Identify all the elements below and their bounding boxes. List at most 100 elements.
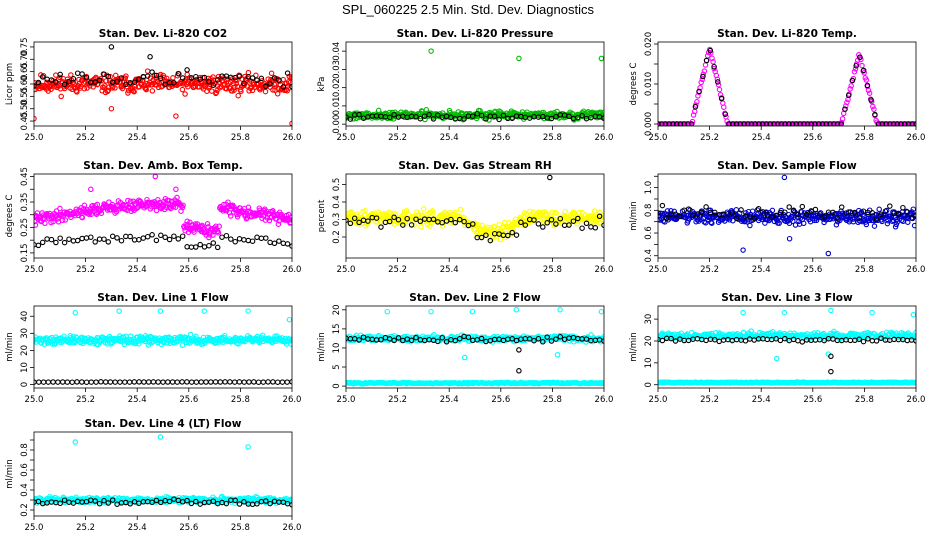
data-point xyxy=(893,221,900,228)
data-point xyxy=(263,235,269,241)
data-point xyxy=(574,221,581,227)
data-point xyxy=(452,337,459,344)
data-point xyxy=(509,115,515,122)
data-point xyxy=(847,337,854,344)
data-point xyxy=(863,221,870,228)
data-point xyxy=(270,379,276,385)
data-point xyxy=(188,244,195,250)
data-point xyxy=(356,111,362,118)
data-point xyxy=(478,112,485,119)
data-point xyxy=(267,239,273,246)
data-point xyxy=(79,214,86,221)
data-point xyxy=(153,237,160,244)
data-point xyxy=(544,334,550,340)
data-point xyxy=(570,218,577,224)
data-point xyxy=(690,112,697,118)
data-point xyxy=(715,79,721,85)
data-point xyxy=(280,240,287,247)
data-point xyxy=(685,206,692,212)
data-point xyxy=(712,336,718,343)
data-point xyxy=(175,236,182,242)
points-group xyxy=(658,307,916,386)
x-tick-label: 25.8 xyxy=(855,395,874,405)
data-point xyxy=(147,54,153,60)
data-point xyxy=(373,215,380,221)
data-point xyxy=(478,335,485,342)
data-point xyxy=(57,205,63,212)
data-point xyxy=(557,307,563,313)
data-point xyxy=(908,215,915,221)
data-point xyxy=(141,379,147,385)
data-point xyxy=(703,57,710,64)
data-point xyxy=(34,86,37,93)
data-point xyxy=(131,237,138,243)
data-point xyxy=(232,238,238,245)
y-tick-label: 0.5 xyxy=(332,178,342,192)
x-tick-label: 25.8 xyxy=(543,395,562,405)
data-point xyxy=(179,86,186,93)
data-point xyxy=(857,54,863,60)
data-point xyxy=(206,232,213,238)
data-point xyxy=(254,77,260,83)
data-point xyxy=(386,114,393,121)
data-point xyxy=(726,121,732,126)
data-point xyxy=(404,215,410,222)
data-point xyxy=(856,215,862,221)
points-group xyxy=(346,307,604,387)
data-point xyxy=(808,121,815,126)
data-point xyxy=(34,115,37,122)
data-point xyxy=(708,219,714,226)
data-point xyxy=(685,121,691,126)
data-point xyxy=(911,222,916,229)
data-point xyxy=(884,220,891,227)
data-point xyxy=(391,111,397,118)
data-point xyxy=(81,202,88,209)
x-tick-label: 25.4 xyxy=(128,395,147,405)
data-point xyxy=(107,73,113,80)
x-tick-label: 25.6 xyxy=(179,523,198,533)
data-point xyxy=(662,121,669,126)
data-point xyxy=(554,352,561,358)
data-point xyxy=(241,80,247,86)
x-tick-label: 25.8 xyxy=(231,395,250,405)
data-point xyxy=(795,211,801,218)
data-point xyxy=(210,232,216,238)
data-point xyxy=(149,88,156,94)
data-point xyxy=(413,334,419,341)
data-point xyxy=(153,207,160,214)
data-point xyxy=(741,121,747,126)
data-point xyxy=(254,501,260,507)
data-point xyxy=(182,91,188,97)
data-point xyxy=(771,121,777,126)
data-point xyxy=(547,174,553,181)
x-tick-label: 25.0 xyxy=(337,395,356,405)
data-point xyxy=(663,215,670,222)
data-point xyxy=(275,221,282,227)
panel-title: Stan. Dev. Amb. Box Temp. xyxy=(83,160,242,172)
data-point xyxy=(136,76,142,82)
data-point xyxy=(816,121,822,126)
y-tick-label: 0.000 xyxy=(644,112,654,136)
data-point xyxy=(868,97,874,103)
data-point xyxy=(518,219,524,226)
y-tick-label: 0.45 xyxy=(20,167,30,186)
data-point xyxy=(173,113,179,119)
data-point xyxy=(179,75,186,81)
data-point xyxy=(149,232,155,238)
data-point xyxy=(129,206,136,212)
data-point xyxy=(869,210,876,216)
data-point xyxy=(112,85,118,91)
data-point xyxy=(96,77,103,84)
data-point xyxy=(821,214,827,220)
data-point xyxy=(245,308,251,314)
figure-title: SPL_060225 2.5 Min. Std. Dev. Diagnostic… xyxy=(342,2,594,17)
data-point xyxy=(426,112,432,118)
plot-frame xyxy=(33,305,293,389)
data-point xyxy=(828,368,834,375)
data-point xyxy=(267,500,273,507)
data-point xyxy=(443,339,450,345)
data-point xyxy=(72,439,79,445)
data-point xyxy=(851,69,858,75)
x-tick-label: 25.0 xyxy=(337,265,356,275)
x-tick-label: 25.4 xyxy=(752,265,771,275)
